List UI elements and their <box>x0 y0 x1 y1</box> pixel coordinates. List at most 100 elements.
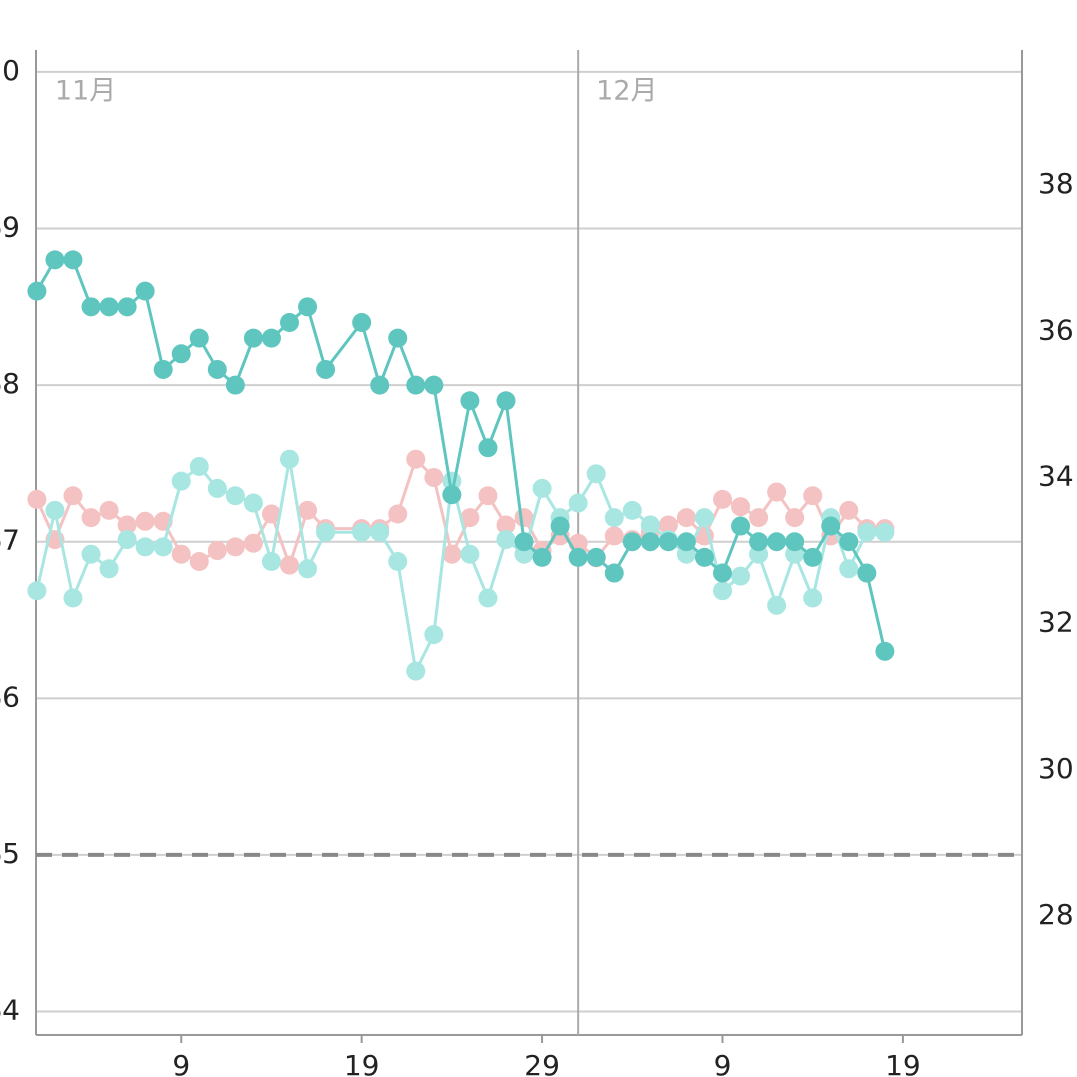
month-label: 11月 <box>55 76 116 107</box>
data-point <box>63 250 83 270</box>
data-point <box>731 497 751 517</box>
data-point <box>225 486 245 506</box>
y2-tick-label: 34 <box>1038 459 1074 492</box>
data-point <box>171 471 191 491</box>
month-label: 12月 <box>596 76 657 107</box>
data-point <box>171 544 191 564</box>
data-point <box>117 297 137 317</box>
data-point <box>821 516 841 536</box>
data-point <box>99 500 119 520</box>
data-point <box>45 250 65 270</box>
data-point <box>243 493 263 513</box>
data-point <box>767 532 787 552</box>
data-point <box>81 508 101 528</box>
data-point <box>731 566 751 586</box>
data-point <box>117 515 137 535</box>
data-point <box>803 588 823 608</box>
data-point <box>604 526 624 546</box>
data-point <box>875 641 895 661</box>
data-point <box>388 551 408 571</box>
data-point <box>442 544 462 564</box>
data-point <box>424 467 444 487</box>
data-point <box>298 500 318 520</box>
y-tick-label: 64 <box>0 994 20 1027</box>
data-point <box>713 563 733 583</box>
data-point <box>857 563 877 583</box>
data-point <box>99 559 119 579</box>
data-point <box>189 328 209 348</box>
data-point <box>839 532 859 552</box>
y-tick-label: 69 <box>0 211 20 244</box>
data-point <box>478 438 498 458</box>
data-point <box>153 359 173 379</box>
data-point <box>81 544 101 564</box>
data-point <box>749 508 769 528</box>
data-point <box>713 581 733 601</box>
data-point <box>658 515 678 535</box>
data-point <box>839 500 859 520</box>
data-point <box>532 478 552 498</box>
data-point <box>568 493 588 513</box>
data-point <box>388 504 408 524</box>
data-point <box>298 297 318 317</box>
data-point <box>586 547 606 567</box>
data-point <box>622 500 642 520</box>
y2-tick-label: 36 <box>1038 313 1074 346</box>
y-tick-label: 66 <box>0 680 20 713</box>
data-point <box>460 508 480 528</box>
series-line <box>35 258 887 652</box>
data-point <box>189 457 209 477</box>
x-tick-label: 29 <box>524 1049 560 1077</box>
data-point <box>352 522 372 542</box>
data-point <box>640 532 660 552</box>
series-line <box>35 458 885 676</box>
y2-tick-label: 38 <box>1038 167 1074 200</box>
data-point <box>243 328 263 348</box>
data-point <box>622 532 642 552</box>
data-point <box>442 485 462 505</box>
data-point <box>388 328 408 348</box>
data-point <box>370 522 390 542</box>
data-point <box>225 375 245 395</box>
data-point <box>261 551 281 571</box>
data-point <box>316 522 336 542</box>
data-point <box>478 588 498 608</box>
data-point <box>676 532 696 552</box>
data-point <box>135 511 155 531</box>
data-point <box>785 508 805 528</box>
data-point <box>496 530 516 550</box>
y-tick-label: 67 <box>0 524 20 557</box>
data-point <box>189 551 209 571</box>
data-point <box>45 500 65 520</box>
y-tick-label: 70 <box>0 54 20 87</box>
data-point <box>279 555 299 575</box>
data-point <box>207 359 227 379</box>
data-point <box>803 547 823 567</box>
data-point <box>81 297 101 317</box>
data-point <box>279 449 299 469</box>
data-point <box>261 504 281 524</box>
data-point <box>460 391 480 411</box>
data-point <box>496 391 516 411</box>
data-point <box>767 482 787 502</box>
data-point <box>63 588 83 608</box>
data-point <box>694 547 714 567</box>
data-point <box>99 297 119 317</box>
data-point <box>694 508 714 528</box>
data-point <box>568 547 588 567</box>
data-point <box>676 508 696 528</box>
data-point <box>424 625 444 645</box>
data-point <box>406 661 426 681</box>
data-point <box>604 508 624 528</box>
data-point <box>298 559 318 579</box>
data-point <box>27 281 47 301</box>
data-point <box>117 530 137 550</box>
data-point <box>27 581 47 601</box>
data-point <box>713 489 733 509</box>
data-point <box>243 533 263 553</box>
y2-tick-label: 30 <box>1038 752 1074 785</box>
data-point <box>207 478 227 498</box>
y2-tick-label: 32 <box>1038 606 1074 639</box>
data-point <box>63 486 83 506</box>
